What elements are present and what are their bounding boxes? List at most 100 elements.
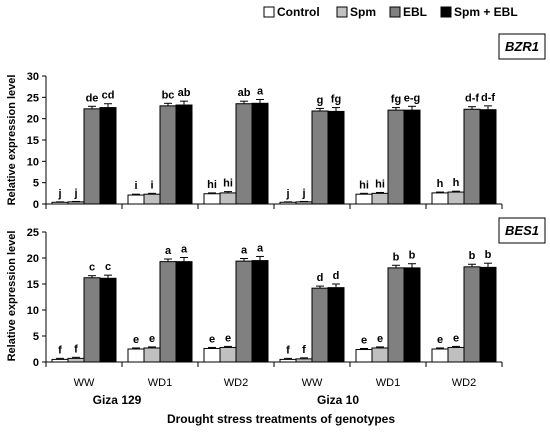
bzr1-significance-letter: bc bbox=[162, 89, 175, 101]
x-category-label: WD2 bbox=[452, 377, 476, 389]
bes1-bar-spm bbox=[447, 346, 465, 363]
bzr1-significance-letter: fg bbox=[391, 94, 401, 106]
bzr1-bar-control bbox=[431, 192, 449, 205]
bzr1-significance-letter: j bbox=[73, 187, 77, 199]
bes1-bar-spm bbox=[67, 357, 85, 363]
bzr1-significance-letter: j bbox=[57, 188, 61, 200]
bzr1-y-tick-label: 20 bbox=[27, 114, 39, 126]
bes1-y-tick-label: 10 bbox=[27, 305, 39, 317]
bes1-bar-control bbox=[431, 348, 449, 363]
bes1-bar-control bbox=[279, 358, 297, 363]
x-category-label: WD2 bbox=[224, 377, 248, 389]
x-category-labels: WW WD1 WD2 WW WD1 WD2 bbox=[74, 377, 477, 389]
x-category-label: WW bbox=[74, 377, 95, 389]
bzr1-significance-letter: ab bbox=[178, 87, 191, 99]
bzr1-bar-spm bbox=[67, 201, 85, 205]
bes1-y-tick-label: 25 bbox=[27, 227, 39, 239]
legend-item-spm: Spm bbox=[336, 5, 376, 19]
bzr1-significance-letter: de bbox=[86, 92, 99, 104]
x-category-label: WD1 bbox=[376, 377, 400, 389]
bzr1-bar-ebl bbox=[235, 103, 253, 205]
bes1-significance-letter: c bbox=[105, 261, 111, 273]
bzr1-bar-spm bbox=[143, 193, 161, 205]
bes1-bar-spm bbox=[295, 358, 313, 363]
legend-label-spm: Spm bbox=[350, 5, 376, 19]
bes1-significance-letter: e bbox=[377, 333, 383, 345]
bzr1-significance-letter: ab bbox=[238, 87, 251, 99]
bzr1-bar-spm-ebl bbox=[479, 109, 497, 205]
bes1-bar-spm-ebl bbox=[327, 287, 345, 363]
legend-swatch-spm-ebl bbox=[440, 6, 452, 18]
bes1-bar-spm bbox=[371, 347, 389, 363]
bzr1-significance-letter: a bbox=[257, 85, 264, 97]
bzr1-significance-letter: i bbox=[134, 180, 137, 192]
bzr1-bar-ebl bbox=[387, 109, 405, 205]
bes1-panel: BES1 Relative expression level 0 5 10 15 20 2… bbox=[6, 217, 546, 369]
bes1-bar-spm-ebl bbox=[251, 260, 269, 363]
bzr1-bar-ebl bbox=[159, 105, 177, 205]
bzr1-significance-letter: hi bbox=[375, 178, 385, 190]
genotype-label-giza-129: Giza 129 bbox=[93, 393, 142, 407]
bes1-gene-label: BES1 bbox=[505, 223, 539, 238]
bzr1-significance-letter: e-g bbox=[404, 92, 421, 104]
legend-item-ebl: EBL bbox=[389, 5, 427, 19]
bes1-significance-letter: d bbox=[333, 270, 340, 282]
bes1-bar-spm-ebl bbox=[403, 267, 421, 363]
bes1-significance-letter: e bbox=[149, 333, 155, 345]
bzr1-bar-spm-ebl bbox=[327, 110, 345, 205]
bzr1-gene-box bbox=[498, 33, 546, 60]
bes1-y-tick-label: 15 bbox=[27, 279, 39, 291]
bzr1-bar-spm bbox=[371, 192, 389, 205]
bzr1-significance-letter: d-f bbox=[465, 93, 479, 105]
bes1-bar-ebl bbox=[463, 266, 481, 363]
bes1-bar-ebl bbox=[311, 287, 329, 363]
bes1-significance-letter: f bbox=[58, 344, 62, 356]
bzr1-significance-letter: g bbox=[317, 94, 324, 106]
bes1-y-axis-title: Relative expression level bbox=[6, 231, 18, 362]
bzr1-bar-spm bbox=[219, 192, 237, 205]
bes1-bar-control bbox=[127, 348, 145, 363]
bes1-significance-letter: d bbox=[317, 272, 324, 284]
bzr1-significance-letter: j bbox=[285, 188, 289, 200]
bes1-bar-ebl bbox=[387, 267, 405, 363]
bes1-significance-letter: e bbox=[453, 332, 459, 344]
x-category-label: WW bbox=[302, 377, 323, 389]
legend-label-control: Control bbox=[277, 5, 320, 19]
bes1-bar-spm-ebl bbox=[99, 277, 117, 363]
bzr1-y-tick-label: 25 bbox=[27, 92, 39, 104]
bes1-bar-spm bbox=[219, 346, 237, 363]
genotype-label-giza-10: Giza 10 bbox=[317, 393, 359, 407]
bes1-significance-letter: f bbox=[302, 344, 306, 356]
legend-label-ebl: EBL bbox=[403, 5, 427, 19]
bes1-significance-letter: b bbox=[393, 251, 400, 263]
bzr1-gene-label: BZR1 bbox=[505, 39, 539, 54]
bes1-significance-letter: f bbox=[74, 343, 78, 355]
bes1-significance-letter: b bbox=[409, 250, 416, 262]
bzr1-significance-letter: hi bbox=[207, 179, 217, 191]
legend-swatch-spm bbox=[336, 6, 348, 18]
bzr1-significance-letter: h bbox=[437, 178, 444, 190]
bzr1-significance-letter: hi bbox=[359, 179, 369, 191]
bzr1-panel: BZR1 Relative expression level 0 5 10 15 20 2… bbox=[6, 33, 546, 211]
bzr1-significance-letter: fg bbox=[331, 94, 341, 106]
bzr1-bar-control bbox=[51, 201, 69, 205]
bes1-y-tick-label: 0 bbox=[33, 357, 39, 369]
bzr1-significance-letter: d-f bbox=[481, 92, 495, 104]
bes1-significance-letter: e bbox=[225, 332, 231, 344]
bzr1-y-tick-label: 5 bbox=[33, 178, 39, 190]
bes1-bar-ebl bbox=[159, 261, 177, 363]
bzr1-bar-ebl bbox=[83, 108, 101, 205]
bes1-significance-letter: a bbox=[181, 243, 188, 255]
bzr1-significance-letter: cd bbox=[102, 90, 115, 102]
x-category-label: WD1 bbox=[148, 377, 172, 389]
bes1-significance-letter: a bbox=[165, 245, 172, 257]
bes1-bar-ebl bbox=[235, 260, 253, 363]
bzr1-bar-spm-ebl bbox=[403, 109, 421, 205]
legend-label-spm-ebl: Spm + EBL bbox=[454, 5, 518, 19]
legend: Control Spm EBL Spm + EBL bbox=[263, 5, 518, 19]
bzr1-y-tick-label: 15 bbox=[27, 135, 39, 147]
bes1-y-tick-label: 20 bbox=[27, 253, 39, 265]
bzr1-bar-spm bbox=[447, 191, 465, 205]
